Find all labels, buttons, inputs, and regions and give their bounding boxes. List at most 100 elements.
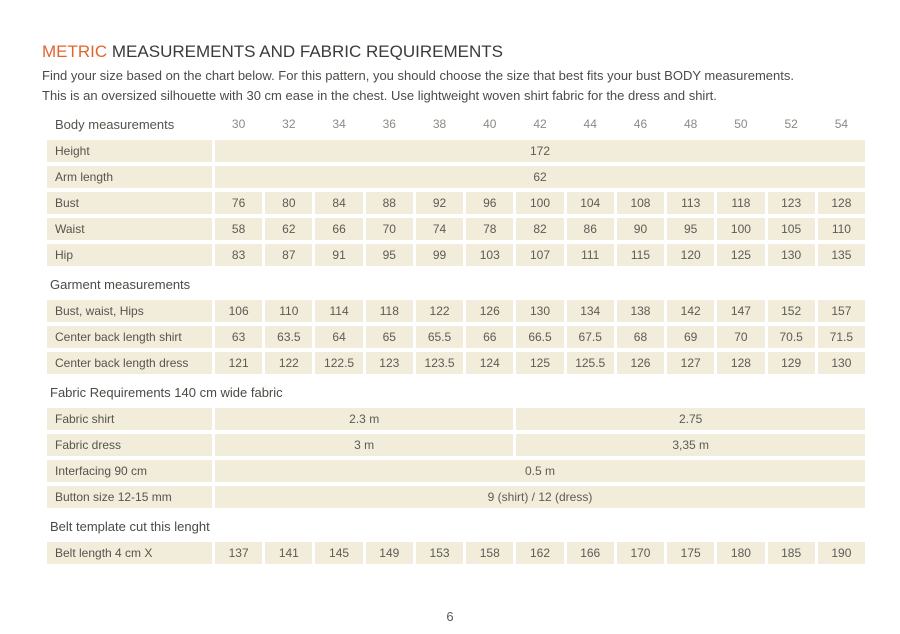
value-cell: 122 xyxy=(415,300,464,322)
value-cell: 83 xyxy=(215,244,263,266)
section-label: Garment measurements xyxy=(50,276,191,292)
value-cell: 130 xyxy=(767,244,815,266)
value-cell: 185 xyxy=(767,542,815,564)
value-cell: 63 xyxy=(215,326,263,348)
value-cell: 107 xyxy=(516,244,564,266)
row-label: Button size 12-15 mm xyxy=(47,486,212,508)
size-header-row: Body measurements 30 32 34 36 38 40 42 44 46 48 50 5… xyxy=(47,114,865,134)
intro-line-1: Find your size based on the chart below.… xyxy=(42,68,794,83)
value-cell: 142 xyxy=(667,300,715,322)
value-cell: 68 xyxy=(616,326,665,348)
size-column-header: 50 xyxy=(734,117,748,131)
value-cell: 130 xyxy=(817,352,865,374)
value-cell: 65.5 xyxy=(415,326,464,348)
value-cell: 126 xyxy=(616,352,665,374)
title-rest: MEASUREMENTS AND FABRIC REQUIREMENTS xyxy=(107,42,503,61)
value-cell: 71.5 xyxy=(817,326,865,348)
value-cell: 92 xyxy=(415,192,464,214)
value-cell: 145 xyxy=(315,542,363,564)
value-cell: 175 xyxy=(667,542,715,564)
size-table: Body measurements 30 32 34 36 38 40 42 44 46 48 50 5… xyxy=(47,114,865,564)
value-cell: 80 xyxy=(265,192,313,214)
value-cell: 86 xyxy=(566,218,614,240)
size-column-header: 46 xyxy=(633,117,648,131)
row-label: Hip xyxy=(47,244,212,266)
value-cell: 2.3 m xyxy=(215,408,514,430)
value-cell: 123.5 xyxy=(415,352,464,374)
value-cell: 58 xyxy=(215,218,263,240)
size-column-header: 34 xyxy=(332,117,346,131)
value-cell: 108 xyxy=(616,192,665,214)
table-row: Center back length dress 121 122 122.5 123 12… xyxy=(47,352,865,374)
value-cell: 125.5 xyxy=(566,352,614,374)
table-row: Bust, waist, Hips 106 110 114 118 122 126 130 13… xyxy=(47,300,865,322)
row-label: Arm length xyxy=(47,166,212,188)
value-cell: 113 xyxy=(667,192,715,214)
value-cell: 66 xyxy=(315,218,363,240)
value-cell: 128 xyxy=(717,352,765,374)
value-cell: 115 xyxy=(616,244,665,266)
table-row: Bust 76 80 84 88 92 96 100 104 108 113 118 123 128 xyxy=(47,192,865,214)
size-column-header: 44 xyxy=(583,117,597,131)
value-cell: 110 xyxy=(817,218,865,240)
value-cell: 67.5 xyxy=(566,326,614,348)
value-cell: 2.75 xyxy=(516,408,865,430)
table-row: Center back length shirt 63 63.5 64 65 65.5 66… xyxy=(47,326,865,348)
size-column-header: 42 xyxy=(533,117,547,131)
table-row: Hip 83 87 91 95 99 103 107 111 115 120 125 130 135 xyxy=(47,244,865,266)
value-cell: 137 xyxy=(215,542,263,564)
value-cell: 129 xyxy=(767,352,815,374)
value-cell: 64 xyxy=(315,326,363,348)
value-cell: 134 xyxy=(566,300,614,322)
value-cell: 135 xyxy=(817,244,865,266)
value-cell: 87 xyxy=(265,244,313,266)
size-column-header: 54 xyxy=(834,117,849,131)
value-cell: 66.5 xyxy=(516,326,564,348)
table-row: Arm length 62 xyxy=(47,166,865,188)
title-highlight: METRIC xyxy=(42,42,108,61)
value-cell: 180 xyxy=(717,542,765,564)
value-cell: 162 xyxy=(516,542,564,564)
value-cell: 122 xyxy=(265,352,313,374)
value-cell: 100 xyxy=(717,218,765,240)
size-column-header: 36 xyxy=(382,117,396,131)
table-row: Height 172 xyxy=(47,140,865,162)
row-label: Waist xyxy=(47,218,212,240)
value-cell: 70 xyxy=(717,326,765,348)
value-cell: 104 xyxy=(566,192,614,214)
value-cell: 123 xyxy=(365,352,413,374)
value-cell: 141 xyxy=(265,542,313,564)
row-label: Center back length shirt xyxy=(47,326,212,348)
row-label: Bust, waist, Hips xyxy=(47,300,212,322)
row-label: Height xyxy=(47,140,212,162)
value-cell: 138 xyxy=(616,300,665,322)
value-cell: 110 xyxy=(265,300,313,322)
value-cell: 111 xyxy=(566,244,614,266)
table-row: Button size 12-15 mm 9 (shirt) / 12 (dres… xyxy=(47,486,865,508)
row-label: Bust xyxy=(47,192,212,214)
page-number: 6 xyxy=(446,609,454,624)
value-cell: 120 xyxy=(667,244,715,266)
section-label: Belt template cut this lenght xyxy=(50,518,210,534)
size-column-header: 30 xyxy=(231,117,246,131)
value-cell: 170 xyxy=(616,542,665,564)
section-header-row: Belt template cut this lenght xyxy=(47,516,865,536)
value-cell: 70.5 xyxy=(767,326,815,348)
value-cell: 103 xyxy=(466,244,514,266)
value-cell: 172 xyxy=(215,140,865,162)
value-cell: 121 xyxy=(215,352,263,374)
table-row: Waist 58 62 66 70 74 78 82 86 90 95 100 105 110 xyxy=(47,218,865,240)
value-cell: 3,35 m xyxy=(516,434,865,456)
value-cell: 100 xyxy=(516,192,564,214)
value-cell: 106 xyxy=(215,300,263,322)
value-cell: 90 xyxy=(616,218,665,240)
section-label: Fabric Requirements 140 cm wide fabric xyxy=(50,384,283,400)
section-label: Body measurements xyxy=(55,116,175,132)
row-label: Belt length 4 cm X xyxy=(47,542,212,564)
value-cell: 125 xyxy=(717,244,765,266)
value-cell: 76 xyxy=(215,192,263,214)
value-cell: 190 xyxy=(817,542,865,564)
value-cell: 127 xyxy=(667,352,715,374)
value-cell: 65 xyxy=(365,326,413,348)
